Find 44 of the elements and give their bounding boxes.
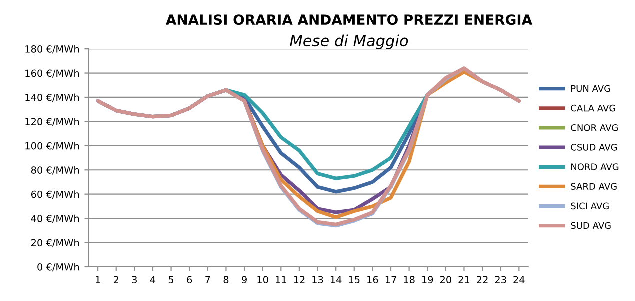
chart-subtitle: Mese di Maggio [290,34,408,50]
x-tick-label: 17 [386,276,396,284]
x-tick-label: 8 [224,276,229,284]
legend-label: PUN AVG [572,85,610,92]
y-tick-label: 40 €/MWh [31,214,80,224]
legend-label: NORD AVG [572,164,619,170]
x-tick-label: 3 [132,276,137,284]
x-tick-label: 10 [258,276,268,284]
x-tick-label: 15 [349,276,360,284]
legend-label: SUD AVG [571,222,611,230]
x-tick-label: 13 [312,276,324,284]
x-tick-label: 4 [150,276,156,284]
y-tick-label: 60 €/MWh [31,190,80,199]
x-tick-label: 9 [242,276,247,284]
x-tick-label: 20 [440,276,452,284]
x-tick-label: 2 [114,276,118,284]
x-tick-label: 16 [368,276,378,284]
y-tick-label: 100 €/MWh [26,142,80,151]
x-tick-label: 22 [477,276,488,284]
x-tick-label: 12 [294,276,305,284]
legend-label: CSUD AVG [571,144,618,151]
x-tick-label: 6 [187,276,192,284]
y-tick-label: 120 €/MWh [26,118,80,126]
y-tick-label: 180 €/MWh [26,45,80,54]
x-tick-label: 1 [96,276,100,284]
y-tick-label: 20 €/MWh [32,239,80,248]
x-tick-label: 18 [404,276,415,284]
x-tick-label: 11 [276,276,286,284]
y-tick-label: 80 €/MWh [31,166,80,175]
x-tick-label: 7 [206,276,210,284]
x-tick-label: 14 [330,276,342,284]
legend-label: SICI AVG [571,202,609,210]
y-tick-label: 0 €/MWh [38,263,80,272]
legend-label: CNOR AVG [571,124,618,132]
x-tick-label: 19 [422,276,434,284]
legend-label: SARD AVG [571,183,617,190]
y-tick-label: 140 €/MWh [26,94,80,102]
y-tick-label: 160 €/MWh [26,70,80,78]
x-tick-label: 21 [458,276,470,284]
x-tick-label: 23 [495,276,506,284]
chart-title: ANALISI ORARIA ANDAMENTO PREZZI ENERGIA [166,14,533,26]
x-tick-label: 24 [514,276,525,284]
legend-label: CALA AVG [571,104,616,112]
x-tick-label: 5 [168,276,174,284]
